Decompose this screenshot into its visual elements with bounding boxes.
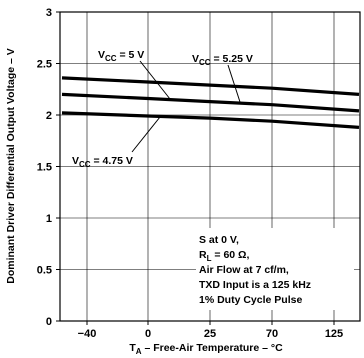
series-leader-5 — [139, 60, 171, 100]
annotation: S at 0 V, RL = 60 Ω, Air Flow at 7 cf/m,… — [199, 234, 311, 306]
annotation-line-3: Air Flow at 7 cf/m, — [199, 264, 289, 276]
series-line-1 — [61, 92, 360, 113]
x-axis-ticks: −40 0 25 70 125 — [78, 321, 343, 340]
series-line-0 — [61, 76, 360, 96]
series-label-5: VCC = 5 V — [98, 49, 144, 63]
series-lines — [61, 76, 360, 129]
y-tick-label: 1.5 — [37, 162, 52, 174]
y-tick-label: 3 — [46, 7, 52, 19]
y-axis-ticks: 0 0.5 1 1.5 2 2.5 3 — [37, 7, 60, 328]
x-tick-label: 25 — [204, 328, 216, 340]
annotation-line-5: 1% Duty Cycle Pulse — [199, 294, 302, 306]
x-tick-label: 0 — [145, 328, 151, 340]
annotation-line-1: S at 0 V, — [199, 234, 239, 246]
x-axis-label: TA – Free-Air Temperature – °C — [129, 342, 283, 356]
x-tick-label: 125 — [325, 328, 343, 340]
y-axis-label: Dominant Driver Differential Output Volt… — [5, 48, 17, 284]
annotation-line-2: RL = 60 Ω, — [199, 249, 249, 263]
y-tick-label: 0.5 — [37, 265, 52, 277]
series-leader-475 — [131, 116, 161, 153]
y-tick-label: 0 — [46, 316, 52, 328]
annotation-bg — [196, 228, 354, 310]
x-tick-label: −40 — [78, 328, 97, 340]
y-tick-label: 2.5 — [37, 59, 52, 71]
annotation-line-4: TXD Input is a 125 kHz — [199, 279, 311, 291]
series-leader-525 — [227, 64, 241, 103]
series-line-2 — [61, 111, 360, 129]
series-label-475: VCC = 4.75 V — [72, 155, 133, 169]
y-tick-label: 2 — [46, 110, 52, 122]
y-tick-label: 1 — [46, 213, 52, 225]
series-label-525: VCC = 5.25 V — [192, 53, 253, 67]
x-tick-label: 70 — [266, 328, 278, 340]
